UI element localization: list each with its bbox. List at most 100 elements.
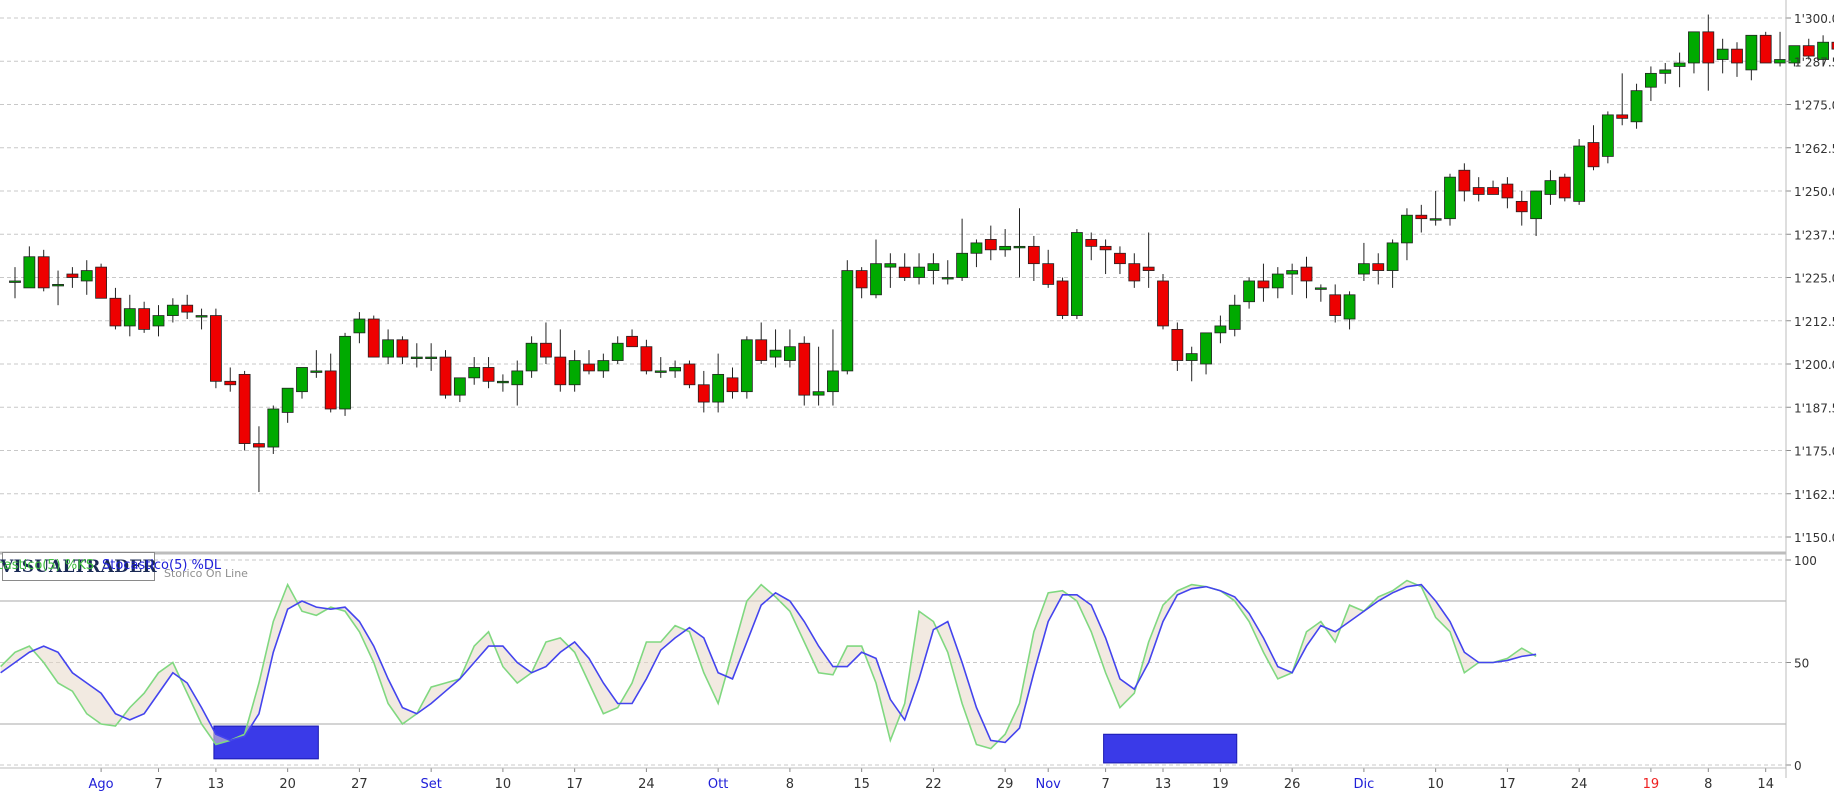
time-tick-label: 24 xyxy=(638,777,655,792)
candle xyxy=(655,357,666,378)
candle xyxy=(612,336,623,364)
time-tick-label: 19 xyxy=(1643,777,1660,792)
candle xyxy=(53,271,64,306)
candle-body xyxy=(741,340,752,392)
candle xyxy=(1129,253,1140,288)
candle xyxy=(1315,284,1326,301)
candle-body xyxy=(81,271,92,281)
candle xyxy=(426,343,437,371)
price-tick-label: 1'275.0 xyxy=(1794,99,1834,113)
candle-body xyxy=(1229,305,1240,329)
candle-body xyxy=(1344,295,1355,319)
candle-body xyxy=(1732,49,1743,63)
candle-body xyxy=(469,367,480,377)
candle-body xyxy=(1703,32,1714,63)
candle xyxy=(784,329,795,367)
price-tick-label: 1'262.5 xyxy=(1794,142,1834,156)
candle xyxy=(1631,84,1642,129)
candle-body xyxy=(411,357,422,359)
legend-k-label: Stocastico(5) %KS xyxy=(0,558,94,573)
candle xyxy=(512,361,523,406)
candle xyxy=(584,350,595,374)
time-tick-label: 20 xyxy=(279,777,296,792)
kd-fill-area xyxy=(1,581,1536,749)
candle xyxy=(1473,177,1484,201)
candle-body xyxy=(454,378,465,395)
candle-body xyxy=(1158,281,1169,326)
candle-body xyxy=(1473,188,1484,195)
candle-body xyxy=(1028,246,1039,263)
candle-body xyxy=(627,336,638,346)
candle xyxy=(813,347,824,406)
legend-stochastic-d[interactable]: Stocastico(5) %DL xyxy=(102,558,221,573)
time-tick-label: 8 xyxy=(1704,777,1712,792)
candle-body xyxy=(397,340,408,357)
candle xyxy=(1645,66,1656,101)
candle-body xyxy=(1645,73,1656,87)
candle xyxy=(1344,291,1355,329)
candle-body xyxy=(426,357,437,359)
candle xyxy=(1143,233,1154,288)
candle-body xyxy=(167,305,178,315)
candle-body xyxy=(354,319,365,333)
time-tick-label: 8 xyxy=(786,777,794,792)
candle xyxy=(110,288,121,330)
legend-stochastic-k[interactable]: Stocastico(5) %KS xyxy=(0,558,94,573)
candle-body xyxy=(1416,215,1427,218)
candle xyxy=(1688,32,1699,74)
candle-body xyxy=(67,274,78,277)
stochastic-d-line xyxy=(1,585,1536,743)
candle-body xyxy=(38,257,49,288)
candle-body xyxy=(1330,295,1341,316)
price-tick-label: 1'237.5 xyxy=(1794,228,1834,242)
candle xyxy=(311,350,322,378)
candle xyxy=(368,316,379,358)
candle-body xyxy=(1531,191,1542,219)
candle xyxy=(297,367,308,398)
candle-body xyxy=(1502,184,1513,198)
candle xyxy=(325,354,336,413)
candle xyxy=(67,267,78,288)
candle xyxy=(1602,111,1613,163)
candle-body xyxy=(1760,35,1771,63)
candle xyxy=(641,340,652,375)
candle-body xyxy=(196,316,207,318)
candle xyxy=(10,267,21,298)
candle xyxy=(1272,267,1283,298)
candle-body xyxy=(1401,215,1412,243)
candle-body xyxy=(1014,246,1025,248)
candle xyxy=(1000,229,1011,257)
candle xyxy=(1401,208,1412,260)
candle xyxy=(1746,35,1757,80)
candle-body xyxy=(655,371,666,373)
price-y-axis[interactable]: 1'300.01'287.51'275.01'262.51'250.01'237… xyxy=(1786,12,1834,545)
candle xyxy=(1014,208,1025,277)
candle xyxy=(1387,239,1398,287)
candle xyxy=(1703,15,1714,91)
candle xyxy=(1071,229,1082,319)
candle xyxy=(1258,264,1269,302)
time-tick-label: 24 xyxy=(1571,777,1588,792)
candle xyxy=(483,357,494,388)
candle-body xyxy=(598,361,609,371)
candle-body xyxy=(957,253,968,277)
candle xyxy=(1516,191,1527,226)
time-tick-label: 13 xyxy=(1155,777,1172,792)
candle xyxy=(340,333,351,416)
candle-body xyxy=(684,364,695,385)
price-tick-label: 1'200.0 xyxy=(1794,358,1834,372)
candle xyxy=(454,378,465,402)
candle-body xyxy=(555,357,566,385)
candle xyxy=(770,329,781,367)
candle-body xyxy=(1301,267,1312,281)
candle xyxy=(1373,253,1384,284)
time-tick-label: 22 xyxy=(925,777,942,792)
candle xyxy=(1229,295,1240,337)
time-tick-label: Nov xyxy=(1036,777,1062,792)
candle xyxy=(670,361,681,378)
osc-tick-label: 0 xyxy=(1794,759,1802,773)
candle xyxy=(1430,191,1441,226)
